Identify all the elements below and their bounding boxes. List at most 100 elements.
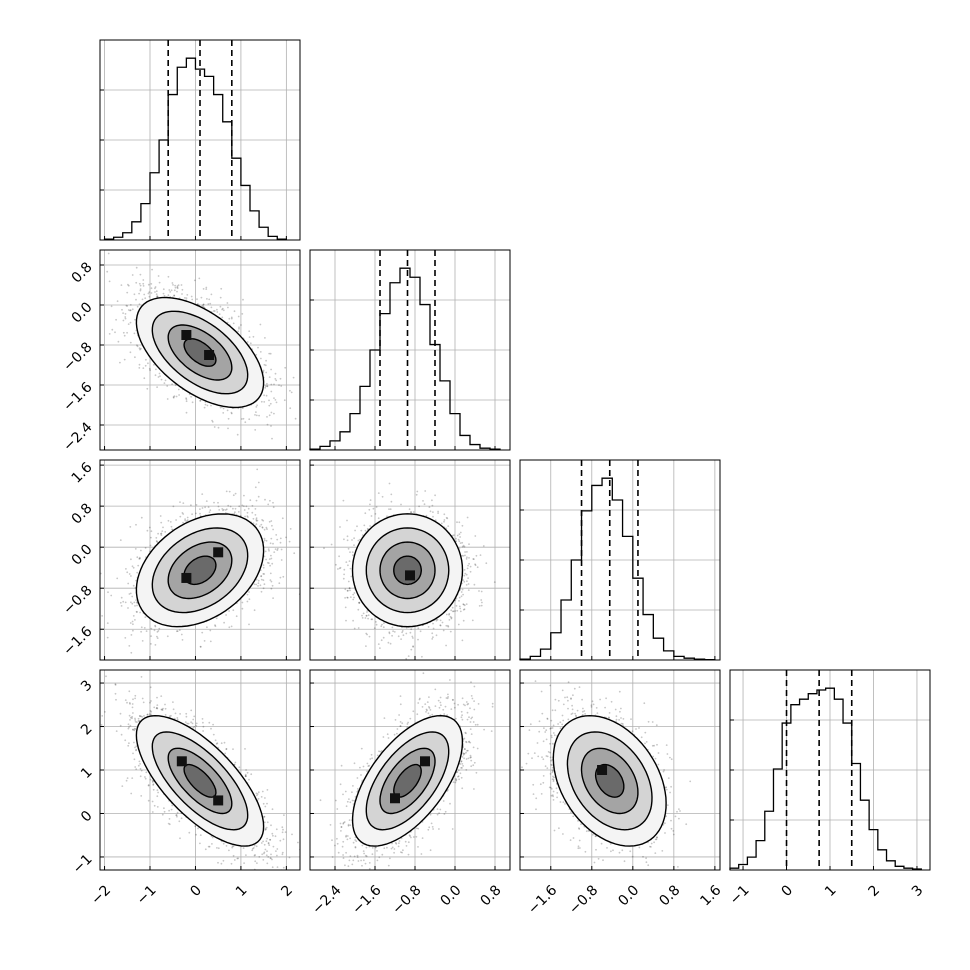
sample-point: [201, 305, 204, 307]
sample-point: [261, 519, 263, 521]
sample-point: [267, 548, 270, 550]
sample-point: [275, 379, 278, 382]
sample-point: [164, 531, 167, 533]
sample-point: [148, 291, 151, 293]
sample-point: [221, 307, 224, 310]
sample-point: [225, 490, 228, 493]
sample-point: [119, 601, 122, 604]
sample-point: [228, 490, 231, 493]
sample-point: [139, 348, 141, 351]
sample-point: [131, 595, 134, 598]
sample-point: [139, 273, 142, 276]
sample-point: [214, 624, 216, 626]
sample-point: [226, 409, 229, 412]
sample-point: [263, 573, 266, 575]
sample-point: [185, 520, 188, 523]
sample-point: [101, 615, 103, 617]
sample-point: [211, 419, 214, 422]
sample-point: [172, 284, 174, 286]
sample-point: [241, 607, 244, 610]
sample-point: [199, 400, 202, 402]
sample-point: [131, 602, 134, 605]
panel-2-0: [99, 459, 301, 676]
sample-point: [121, 308, 123, 311]
sample-point: [110, 594, 113, 597]
histogram-step-0: [103, 57, 288, 240]
sample-point: [150, 627, 153, 630]
sample-point: [270, 537, 273, 540]
sample-point: [243, 509, 246, 511]
sample-point: [144, 364, 147, 367]
sample-point: [176, 290, 178, 293]
sample-point: [126, 571, 129, 574]
sample-point: [228, 610, 231, 612]
sample-point: [204, 403, 207, 406]
sample-point: [106, 622, 109, 624]
sample-point: [242, 417, 245, 420]
sample-point: [234, 511, 236, 514]
sample-point: [251, 511, 254, 514]
sample-point: [230, 316, 233, 319]
sample-point: [133, 601, 136, 604]
sample-point: [248, 330, 251, 333]
sample-point: [125, 568, 127, 570]
sample-point: [274, 372, 277, 375]
sample-point: [264, 550, 267, 553]
sample-point: [255, 406, 258, 408]
sample-point: [208, 298, 211, 301]
sample-point: [147, 292, 150, 295]
sample-point: [131, 274, 134, 276]
sample-point: [247, 516, 249, 518]
sample-point: [156, 540, 158, 543]
sample-point: [176, 630, 178, 633]
density-1-0: [100, 250, 300, 450]
sample-point: [270, 557, 273, 560]
sample-point: [135, 266, 138, 269]
sample-point: [139, 288, 142, 290]
sample-point: [208, 511, 211, 513]
sample-point: [202, 288, 205, 290]
sample-point: [132, 584, 135, 587]
sample-point: [141, 298, 144, 301]
sample-point: [285, 536, 287, 539]
sample-point: [154, 374, 157, 377]
sample-point: [266, 416, 268, 418]
sample-point: [184, 297, 186, 299]
sample-point: [261, 526, 264, 528]
sample-point: [255, 523, 258, 526]
sample-point: [124, 637, 127, 639]
sample-point: [167, 275, 170, 278]
sample-point: [248, 418, 251, 421]
sample-point: [205, 500, 208, 502]
sample-point: [127, 283, 129, 286]
sample-point: [219, 406, 222, 409]
sample-point: [248, 336, 251, 338]
sample-point: [265, 394, 268, 397]
sample-point: [129, 304, 132, 306]
sample-point: [176, 285, 179, 287]
sample-point: [230, 625, 233, 628]
sample-point: [140, 630, 143, 633]
sample-point: [160, 521, 163, 524]
sample-point: [227, 306, 229, 309]
sample-point: [196, 298, 198, 301]
sample-point: [185, 297, 188, 299]
sample-point: [134, 318, 136, 321]
sample-point: [170, 674, 172, 676]
sample-point: [232, 609, 235, 612]
sample-point: [169, 291, 172, 293]
sample-point: [249, 342, 252, 345]
sample-point: [266, 385, 269, 388]
sample-point: [142, 285, 145, 287]
sample-point: [135, 579, 138, 582]
sample-point: [136, 556, 139, 559]
sample-point: [182, 521, 184, 524]
sample-point: [202, 303, 205, 306]
sample-point: [207, 303, 210, 305]
sample-point: [144, 547, 147, 549]
sample-point: [255, 411, 257, 413]
sample-point: [257, 346, 259, 349]
sample-point: [262, 579, 265, 582]
sample-point: [266, 423, 269, 426]
sample-point: [106, 636, 109, 639]
